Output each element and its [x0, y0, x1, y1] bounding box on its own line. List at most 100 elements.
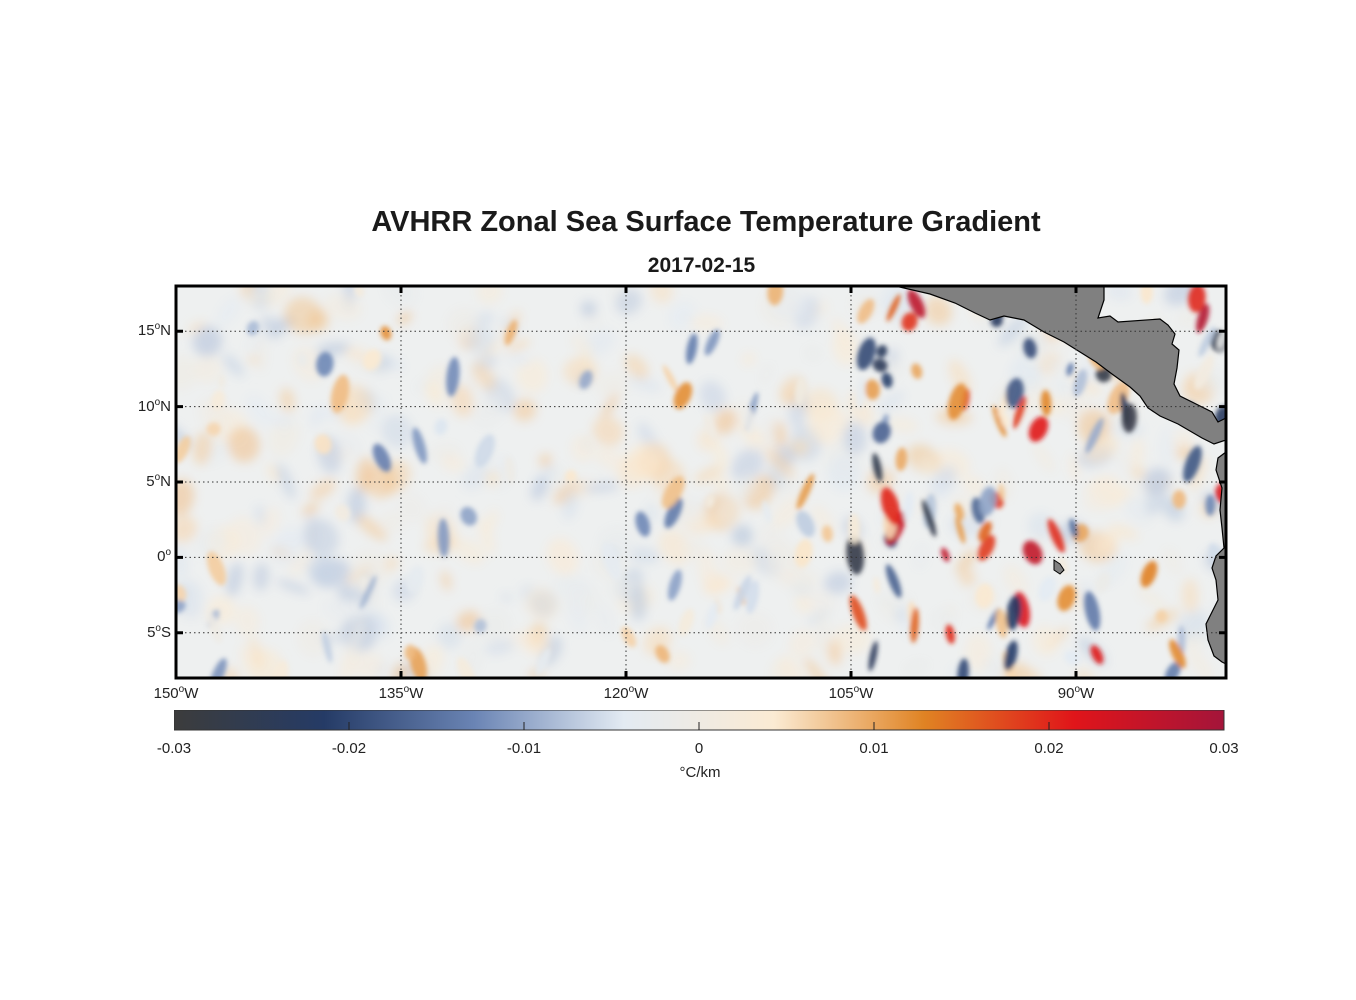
gradient-feature	[1095, 571, 1111, 593]
gradient-feature	[354, 286, 365, 297]
field-blob	[261, 286, 292, 307]
gradient-feature	[1064, 650, 1081, 665]
field-blob	[450, 384, 474, 417]
field-blob	[193, 355, 223, 384]
gradient-feature	[872, 452, 883, 482]
gradient-feature	[456, 657, 475, 678]
gradient-feature	[703, 414, 717, 440]
gradient-feature	[957, 658, 969, 678]
gradient-feature	[579, 370, 593, 390]
map-title: AVHRR Zonal Sea Surface Temperature Grad…	[371, 206, 1041, 238]
gradient-feature	[601, 542, 622, 581]
field-blob	[733, 474, 757, 501]
gradient-feature	[460, 506, 477, 526]
field-blob	[1123, 495, 1150, 519]
gradient-feature	[434, 418, 448, 435]
field-blob	[562, 489, 579, 521]
field-blob	[807, 589, 835, 616]
lat-tick-label: 0o	[157, 547, 171, 566]
field-blob	[1181, 578, 1199, 614]
gradient-feature	[911, 363, 923, 379]
field-blob	[1068, 452, 1080, 482]
field-blob	[1136, 587, 1168, 610]
field-blob	[276, 579, 311, 595]
gradient-feature	[846, 535, 865, 575]
gradient-feature	[316, 351, 334, 377]
field-blob	[842, 421, 867, 455]
field-blob	[513, 398, 537, 422]
gradient-feature	[1000, 412, 1010, 428]
axis-ticks	[174, 286, 1226, 678]
field-blob	[272, 414, 294, 428]
field-blob	[176, 356, 199, 390]
field-blob	[615, 288, 642, 315]
gradient-feature	[998, 483, 1005, 500]
gradient-feature	[335, 504, 351, 522]
gradient-feature	[437, 518, 450, 558]
gradient-feature	[979, 486, 997, 517]
field-blob	[234, 605, 260, 637]
field-blob	[1188, 648, 1214, 678]
lon-tick-label: 150oW	[153, 684, 199, 702]
field-blob	[811, 505, 835, 533]
field-blob	[247, 291, 260, 305]
field-blob	[962, 474, 986, 497]
gradient-feature	[1012, 396, 1027, 429]
map-subtitle: 2017-02-15	[647, 254, 756, 277]
gradient-feature	[446, 356, 460, 397]
field-blob	[474, 609, 511, 644]
field-blob	[1027, 512, 1055, 540]
field-blob	[998, 315, 1028, 347]
field-blob	[658, 529, 691, 565]
gradient-feature	[901, 312, 918, 332]
gradient-feature	[868, 640, 878, 672]
south-america-coast	[1205, 451, 1226, 665]
gradient-feature	[322, 630, 333, 664]
field-blob	[254, 337, 268, 373]
gradient-feature	[872, 358, 888, 373]
field-blob	[731, 524, 754, 547]
gradient-feature	[404, 644, 416, 660]
colorbar-tick-label: 0.02	[1034, 740, 1064, 757]
gradient-feature	[1066, 362, 1074, 376]
field-blob	[828, 640, 842, 665]
field-blob	[913, 543, 929, 570]
field-blob	[248, 636, 265, 671]
field-blob	[666, 650, 691, 672]
field-blob	[176, 478, 194, 516]
gradient-feature	[873, 576, 881, 594]
gradient-feature	[796, 473, 815, 510]
lon-tick-label: 120oW	[603, 684, 649, 702]
field-blob	[288, 543, 315, 576]
gradient-feature	[733, 575, 752, 611]
field-blob	[601, 393, 619, 419]
field-blob	[187, 321, 205, 334]
gradient-feature	[744, 408, 755, 434]
field-blob	[351, 652, 385, 678]
field-blob	[1095, 530, 1120, 556]
field-blob	[216, 296, 240, 328]
field-blob	[268, 417, 300, 457]
gradient-feature	[954, 503, 965, 521]
field-blob	[1003, 564, 1028, 597]
field-blob	[347, 487, 366, 524]
field-blob	[699, 380, 726, 412]
gradient-feature	[1205, 494, 1216, 516]
gradient-feature	[661, 475, 685, 509]
gradient-feature	[1069, 518, 1079, 539]
field-blob	[624, 354, 649, 380]
gradient-feature	[176, 436, 191, 464]
field-blob	[704, 579, 737, 595]
gradient-feature	[1084, 591, 1101, 631]
field-blob	[506, 338, 531, 353]
field-blob	[681, 537, 706, 560]
colorbar-tick-label: 0	[694, 740, 704, 757]
gradient-feature	[1022, 540, 1043, 565]
gradient-feature	[704, 329, 720, 356]
gradient-feature	[1005, 378, 1024, 409]
gradient-feature	[564, 469, 577, 483]
field-blob	[1083, 489, 1118, 512]
gradient-feature	[907, 289, 926, 319]
field-blob	[306, 556, 339, 586]
field-blob	[1106, 286, 1133, 301]
